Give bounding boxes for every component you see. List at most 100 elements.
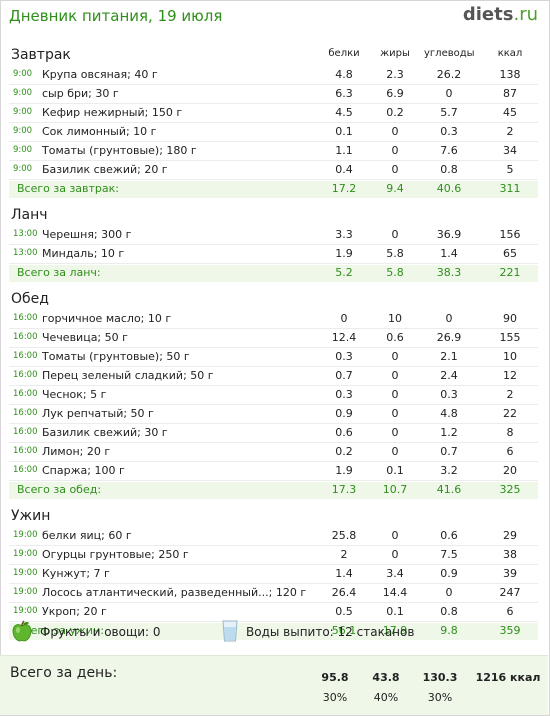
food-protein: 26.4 <box>331 586 357 599</box>
food-row[interactable]: 9:00 Сок лимонный; 10 г 0.1 0 0.3 2 <box>9 123 538 142</box>
food-time: 16:00 <box>13 351 38 361</box>
column-header-kcal: ккал <box>497 48 523 59</box>
food-row[interactable]: 9:00 Крупа овсяная; 40 г 4.8 2.3 26.2 138 <box>9 66 538 85</box>
food-carbs: 0.8 <box>440 163 458 176</box>
food-time: 16:00 <box>13 313 38 323</box>
food-row[interactable]: 16:00 Базилик свежий; 30 г 0.6 0 1.2 8 <box>9 424 538 443</box>
food-fat: 0.1 <box>386 464 404 477</box>
food-row[interactable]: 16:00 Перец зеленый сладкий; 50 г 0.7 0 2.4 1… <box>9 367 538 386</box>
food-time: 19:00 <box>13 606 38 616</box>
food-row[interactable]: 19:00 Огурцы грунтовые; 250 г 2 0 7.5 38 <box>9 546 538 565</box>
apple-icon <box>12 620 32 642</box>
day-protein-pct: 30% <box>322 691 348 704</box>
food-fat: 0 <box>391 445 399 458</box>
day-protein: 95.8 <box>321 671 349 684</box>
food-kcal: 6 <box>506 605 514 618</box>
food-row[interactable]: 19:00 Укроп; 20 г 0.5 0.1 0.8 6 <box>9 603 538 622</box>
food-row[interactable]: 16:00 Лук репчатый; 50 г 0.9 0 4.8 22 <box>9 405 538 424</box>
day-carbs: 130.3 <box>422 671 458 684</box>
food-time: 16:00 <box>13 427 38 437</box>
food-fat: 0 <box>391 529 399 542</box>
food-row[interactable]: 9:00 Томаты (грунтовые); 180 г 1.1 0 7.6 34 <box>9 142 538 161</box>
column-header-carbs: углеводы <box>424 48 475 59</box>
meals-list: Завтрак белки жиры углеводы ккал 9:00 Крупа ов… <box>0 44 550 646</box>
food-row[interactable]: 13:00 Черешня; 300 г 3.3 0 36.9 156 <box>9 226 538 245</box>
food-carbs: 0.3 <box>440 125 458 138</box>
food-row[interactable]: 9:00 сыр бри; 30 г 6.3 6.9 0 87 <box>9 85 538 104</box>
column-header-fat: жиры <box>380 48 410 59</box>
food-protein: 0.3 <box>335 388 353 401</box>
food-name: Лимон; 20 г <box>42 445 111 458</box>
food-kcal: 39 <box>503 567 517 580</box>
food-name: Огурцы грунтовые; 250 г <box>42 548 189 561</box>
food-carbs: 4.8 <box>440 407 458 420</box>
food-kcal: 2 <box>506 388 514 401</box>
food-row[interactable]: 16:00 горчичное масло; 10 г 0 10 0 90 <box>9 310 538 329</box>
meal-total-protein: 17.3 <box>331 483 357 496</box>
site-logo[interactable]: diets.ru <box>463 4 538 25</box>
food-kcal: 2 <box>506 125 514 138</box>
water-label: Воды выпито: 12 стаканов <box>246 625 415 639</box>
meal-total-row: Всего за ужин: 56.1 17.9 9.8 359 <box>9 623 538 640</box>
glass-icon <box>222 620 238 642</box>
meal-header: Ланч <box>0 204 550 226</box>
day-total-label: Всего за день: <box>10 665 118 681</box>
food-carbs: 1.2 <box>440 426 458 439</box>
food-kcal: 22 <box>503 407 517 420</box>
food-row[interactable]: 19:00 Лосось атлантический, разведенный..… <box>9 584 538 603</box>
food-name: Лосось атлантический, разведенный...; 12… <box>42 586 307 599</box>
meal-total-carbs: 41.6 <box>436 483 462 496</box>
food-fat: 3.4 <box>386 567 404 580</box>
food-fat: 0 <box>391 548 399 561</box>
column-header-protein: белки <box>328 48 360 59</box>
food-protein: 0.9 <box>335 407 353 420</box>
food-protein: 12.4 <box>331 331 357 344</box>
food-row[interactable]: 16:00 Чечевица; 50 г 12.4 0.6 26.9 155 <box>9 329 538 348</box>
food-time: 16:00 <box>13 446 38 456</box>
food-kcal: 8 <box>506 426 514 439</box>
food-row[interactable]: 16:00 Чеснок; 5 г 0.3 0 0.3 2 <box>9 386 538 405</box>
food-row[interactable]: 13:00 Миндаль; 10 г 1.9 5.8 1.4 65 <box>9 245 538 264</box>
meal-total-fat: 9.4 <box>386 182 404 195</box>
food-name: Крупа овсяная; 40 г <box>42 68 158 81</box>
food-row[interactable]: 9:00 Кефир нежирный; 150 г 4.5 0.2 5.7 45 <box>9 104 538 123</box>
food-time: 19:00 <box>13 549 38 559</box>
food-kcal: 90 <box>503 312 517 325</box>
meal-total-label: Всего за ланч: <box>17 266 101 279</box>
food-fat: 0 <box>391 369 399 382</box>
meal-total-row: Всего за обед: 17.3 10.7 41.6 325 <box>9 482 538 499</box>
food-row[interactable]: 16:00 Томаты (грунтовые); 50 г 0.3 0 2.1 10 <box>9 348 538 367</box>
food-time: 9:00 <box>13 107 33 117</box>
food-protein: 4.5 <box>335 106 353 119</box>
food-row[interactable]: 9:00 Базилик свежий; 20 г 0.4 0 0.8 5 <box>9 161 538 180</box>
food-protein: 1.9 <box>335 464 353 477</box>
food-protein: 1.4 <box>335 567 353 580</box>
meal-total-kcal: 221 <box>499 266 521 279</box>
meal-total-kcal: 311 <box>499 182 521 195</box>
food-fat: 0 <box>391 144 399 157</box>
food-carbs: 7.5 <box>440 548 458 561</box>
meal-total-fat: 17.9 <box>382 624 408 637</box>
food-carbs: 0.8 <box>440 605 458 618</box>
food-protein: 1.1 <box>335 144 353 157</box>
food-row[interactable]: 19:00 Кунжут; 7 г 1.4 3.4 0.9 39 <box>9 565 538 584</box>
food-protein: 0 <box>340 312 348 325</box>
food-name: белки яиц; 60 г <box>42 529 132 542</box>
food-protein: 0.5 <box>335 605 353 618</box>
food-fat: 5.8 <box>386 247 404 260</box>
food-kcal: 155 <box>499 331 521 344</box>
food-fat: 0 <box>391 228 399 241</box>
meal-title: Ланч <box>11 207 48 223</box>
food-protein: 0.6 <box>335 426 353 439</box>
meal-total-kcal: 359 <box>499 624 521 637</box>
food-name: Черешня; 300 г <box>42 228 132 241</box>
food-row[interactable]: 16:00 Спаржа; 100 г 1.9 0.1 3.2 20 <box>9 462 538 481</box>
food-time: 16:00 <box>13 370 38 380</box>
meal-title: Завтрак <box>11 47 71 63</box>
food-name: Томаты (грунтовые); 180 г <box>42 144 197 157</box>
food-kcal: 34 <box>503 144 517 157</box>
food-fat: 14.4 <box>382 586 408 599</box>
food-carbs: 2.1 <box>440 350 458 363</box>
food-row[interactable]: 19:00 белки яиц; 60 г 25.8 0 0.6 29 <box>9 527 538 546</box>
food-row[interactable]: 16:00 Лимон; 20 г 0.2 0 0.7 6 <box>9 443 538 462</box>
